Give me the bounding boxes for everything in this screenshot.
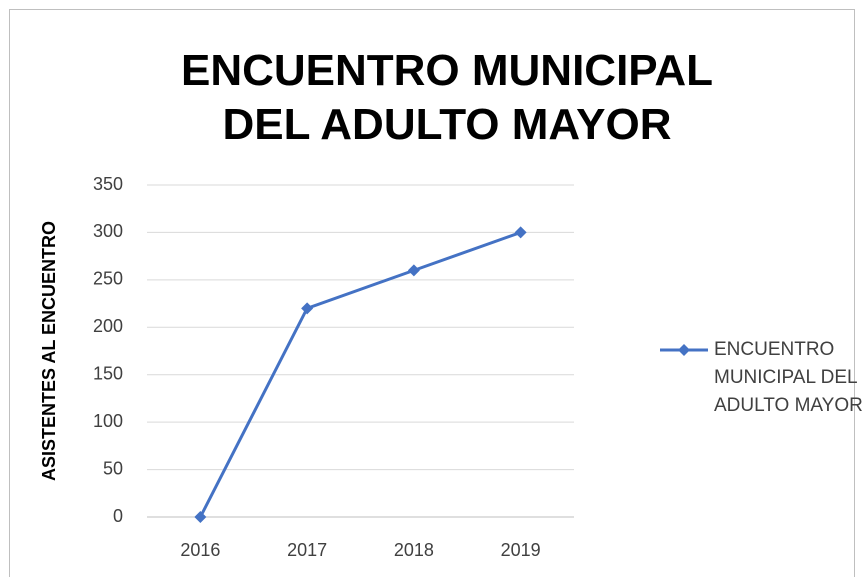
y-tick-label: 200 bbox=[93, 316, 123, 336]
x-tick-label: 2016 bbox=[180, 540, 220, 560]
y-tick-label: 350 bbox=[93, 174, 123, 194]
y-axis-title: ASISTENTES AL ENCUENTRO bbox=[39, 221, 59, 481]
marker bbox=[514, 226, 527, 239]
legend-label: ENCUENTRO MUNICIPAL DEL ADULTO MAYOR bbox=[714, 339, 863, 416]
line bbox=[199, 231, 522, 518]
marker bbox=[194, 511, 207, 523]
marker bbox=[678, 344, 690, 356]
y-tick-label: 300 bbox=[93, 221, 123, 241]
y-tick-label: 150 bbox=[93, 363, 123, 383]
chart-frame bbox=[9, 9, 855, 577]
y-tick-label: 100 bbox=[93, 411, 123, 431]
marker bbox=[407, 264, 420, 277]
chart-title: ENCUENTRO MUNICIPAL DEL ADULTO MAYOR bbox=[180, 46, 714, 149]
x-tick-label: 2017 bbox=[287, 540, 327, 560]
x-tick-label: 2019 bbox=[501, 540, 541, 560]
marker bbox=[301, 302, 314, 315]
y-tick-label: 50 bbox=[103, 458, 123, 478]
y-tick-label: 0 bbox=[113, 506, 123, 526]
y-tick-label: 250 bbox=[93, 269, 123, 289]
x-tick-label: 2018 bbox=[394, 540, 434, 560]
